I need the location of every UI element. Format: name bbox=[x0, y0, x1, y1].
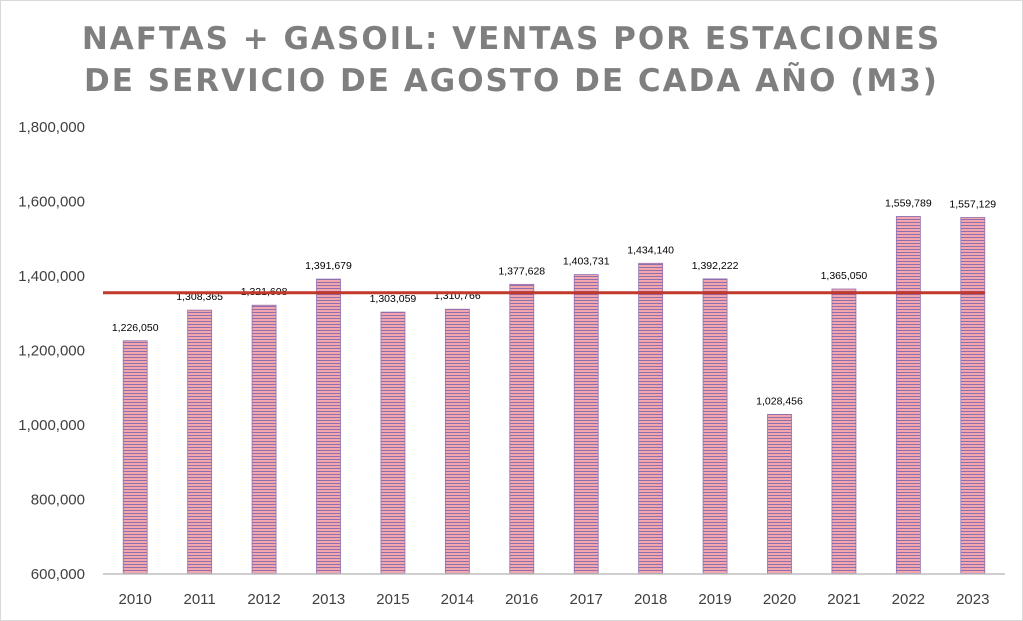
y-tick-label: 1,800,000 bbox=[18, 119, 85, 136]
data-label: 1,028,456 bbox=[756, 395, 803, 407]
data-label: 1,391,679 bbox=[305, 260, 352, 272]
y-tick-label: 1,000,000 bbox=[18, 417, 85, 434]
data-label: 1,557,129 bbox=[949, 198, 996, 210]
data-label: 1,365,050 bbox=[821, 270, 868, 282]
x-tick-label: 2016 bbox=[505, 591, 538, 608]
data-labels: 1,226,0501,308,3651,321,6081,391,6791,30… bbox=[112, 197, 996, 407]
bar bbox=[251, 304, 277, 575]
bar bbox=[895, 216, 921, 575]
bar bbox=[509, 283, 535, 575]
data-label: 1,303,059 bbox=[370, 293, 417, 305]
data-label: 1,403,731 bbox=[563, 256, 610, 268]
y-tick-label: 1,400,000 bbox=[18, 268, 85, 285]
x-tick-label: 2023 bbox=[956, 591, 989, 608]
bar bbox=[187, 309, 213, 575]
x-tick-label: 2019 bbox=[698, 591, 731, 608]
data-label: 1,226,050 bbox=[112, 322, 159, 334]
x-tick-label: 2021 bbox=[827, 591, 860, 608]
bar bbox=[573, 274, 599, 575]
x-tick-label: 2018 bbox=[634, 591, 667, 608]
y-tick-label: 800,000 bbox=[31, 492, 85, 509]
bar bbox=[702, 278, 728, 575]
chart-title: NAFTAS + GASOIL: VENTAS POR ESTACIONES D… bbox=[0, 18, 1023, 102]
data-label: 1,434,140 bbox=[627, 244, 674, 256]
y-tick-label: 1,600,000 bbox=[18, 194, 85, 211]
x-tick-label: 2014 bbox=[441, 591, 474, 608]
data-label: 1,392,222 bbox=[692, 260, 739, 272]
x-tick-label: 2015 bbox=[376, 591, 409, 608]
y-tick-label: 600,000 bbox=[31, 566, 85, 583]
bar bbox=[831, 288, 857, 575]
y-tick-label: 1,200,000 bbox=[18, 343, 85, 360]
bar bbox=[767, 414, 792, 575]
x-tick-label: 2011 bbox=[184, 591, 216, 608]
data-label: 1,377,628 bbox=[498, 265, 545, 277]
x-tick-label: 2022 bbox=[892, 591, 925, 608]
chart-title-line-2: DE SERVICIO DE AGOSTO DE CADA AÑO (M3) bbox=[84, 63, 939, 99]
bar bbox=[638, 262, 664, 575]
x-tick-label: 2020 bbox=[763, 591, 796, 608]
bar bbox=[122, 340, 148, 575]
x-tick-label: 2013 bbox=[312, 591, 345, 608]
bar bbox=[444, 308, 470, 575]
x-tick-label: 2012 bbox=[247, 591, 280, 608]
chart-title-line-1: NAFTAS + GASOIL: VENTAS POR ESTACIONES bbox=[81, 21, 942, 57]
bar bbox=[380, 311, 406, 575]
data-label: 1,559,789 bbox=[885, 197, 932, 209]
x-axis: 2010 2011 2012 2013 2015 2014 2016 2017 2018 2019… bbox=[103, 573, 1005, 608]
y-axis: 600,000 800,000 1,000,000 1,200,000 1,400,00… bbox=[18, 119, 85, 583]
x-tick-label: 2010 bbox=[119, 591, 152, 608]
x-tick-label: 2017 bbox=[570, 591, 603, 608]
bars bbox=[122, 216, 986, 575]
bar bbox=[960, 217, 986, 575]
bar bbox=[316, 278, 341, 575]
